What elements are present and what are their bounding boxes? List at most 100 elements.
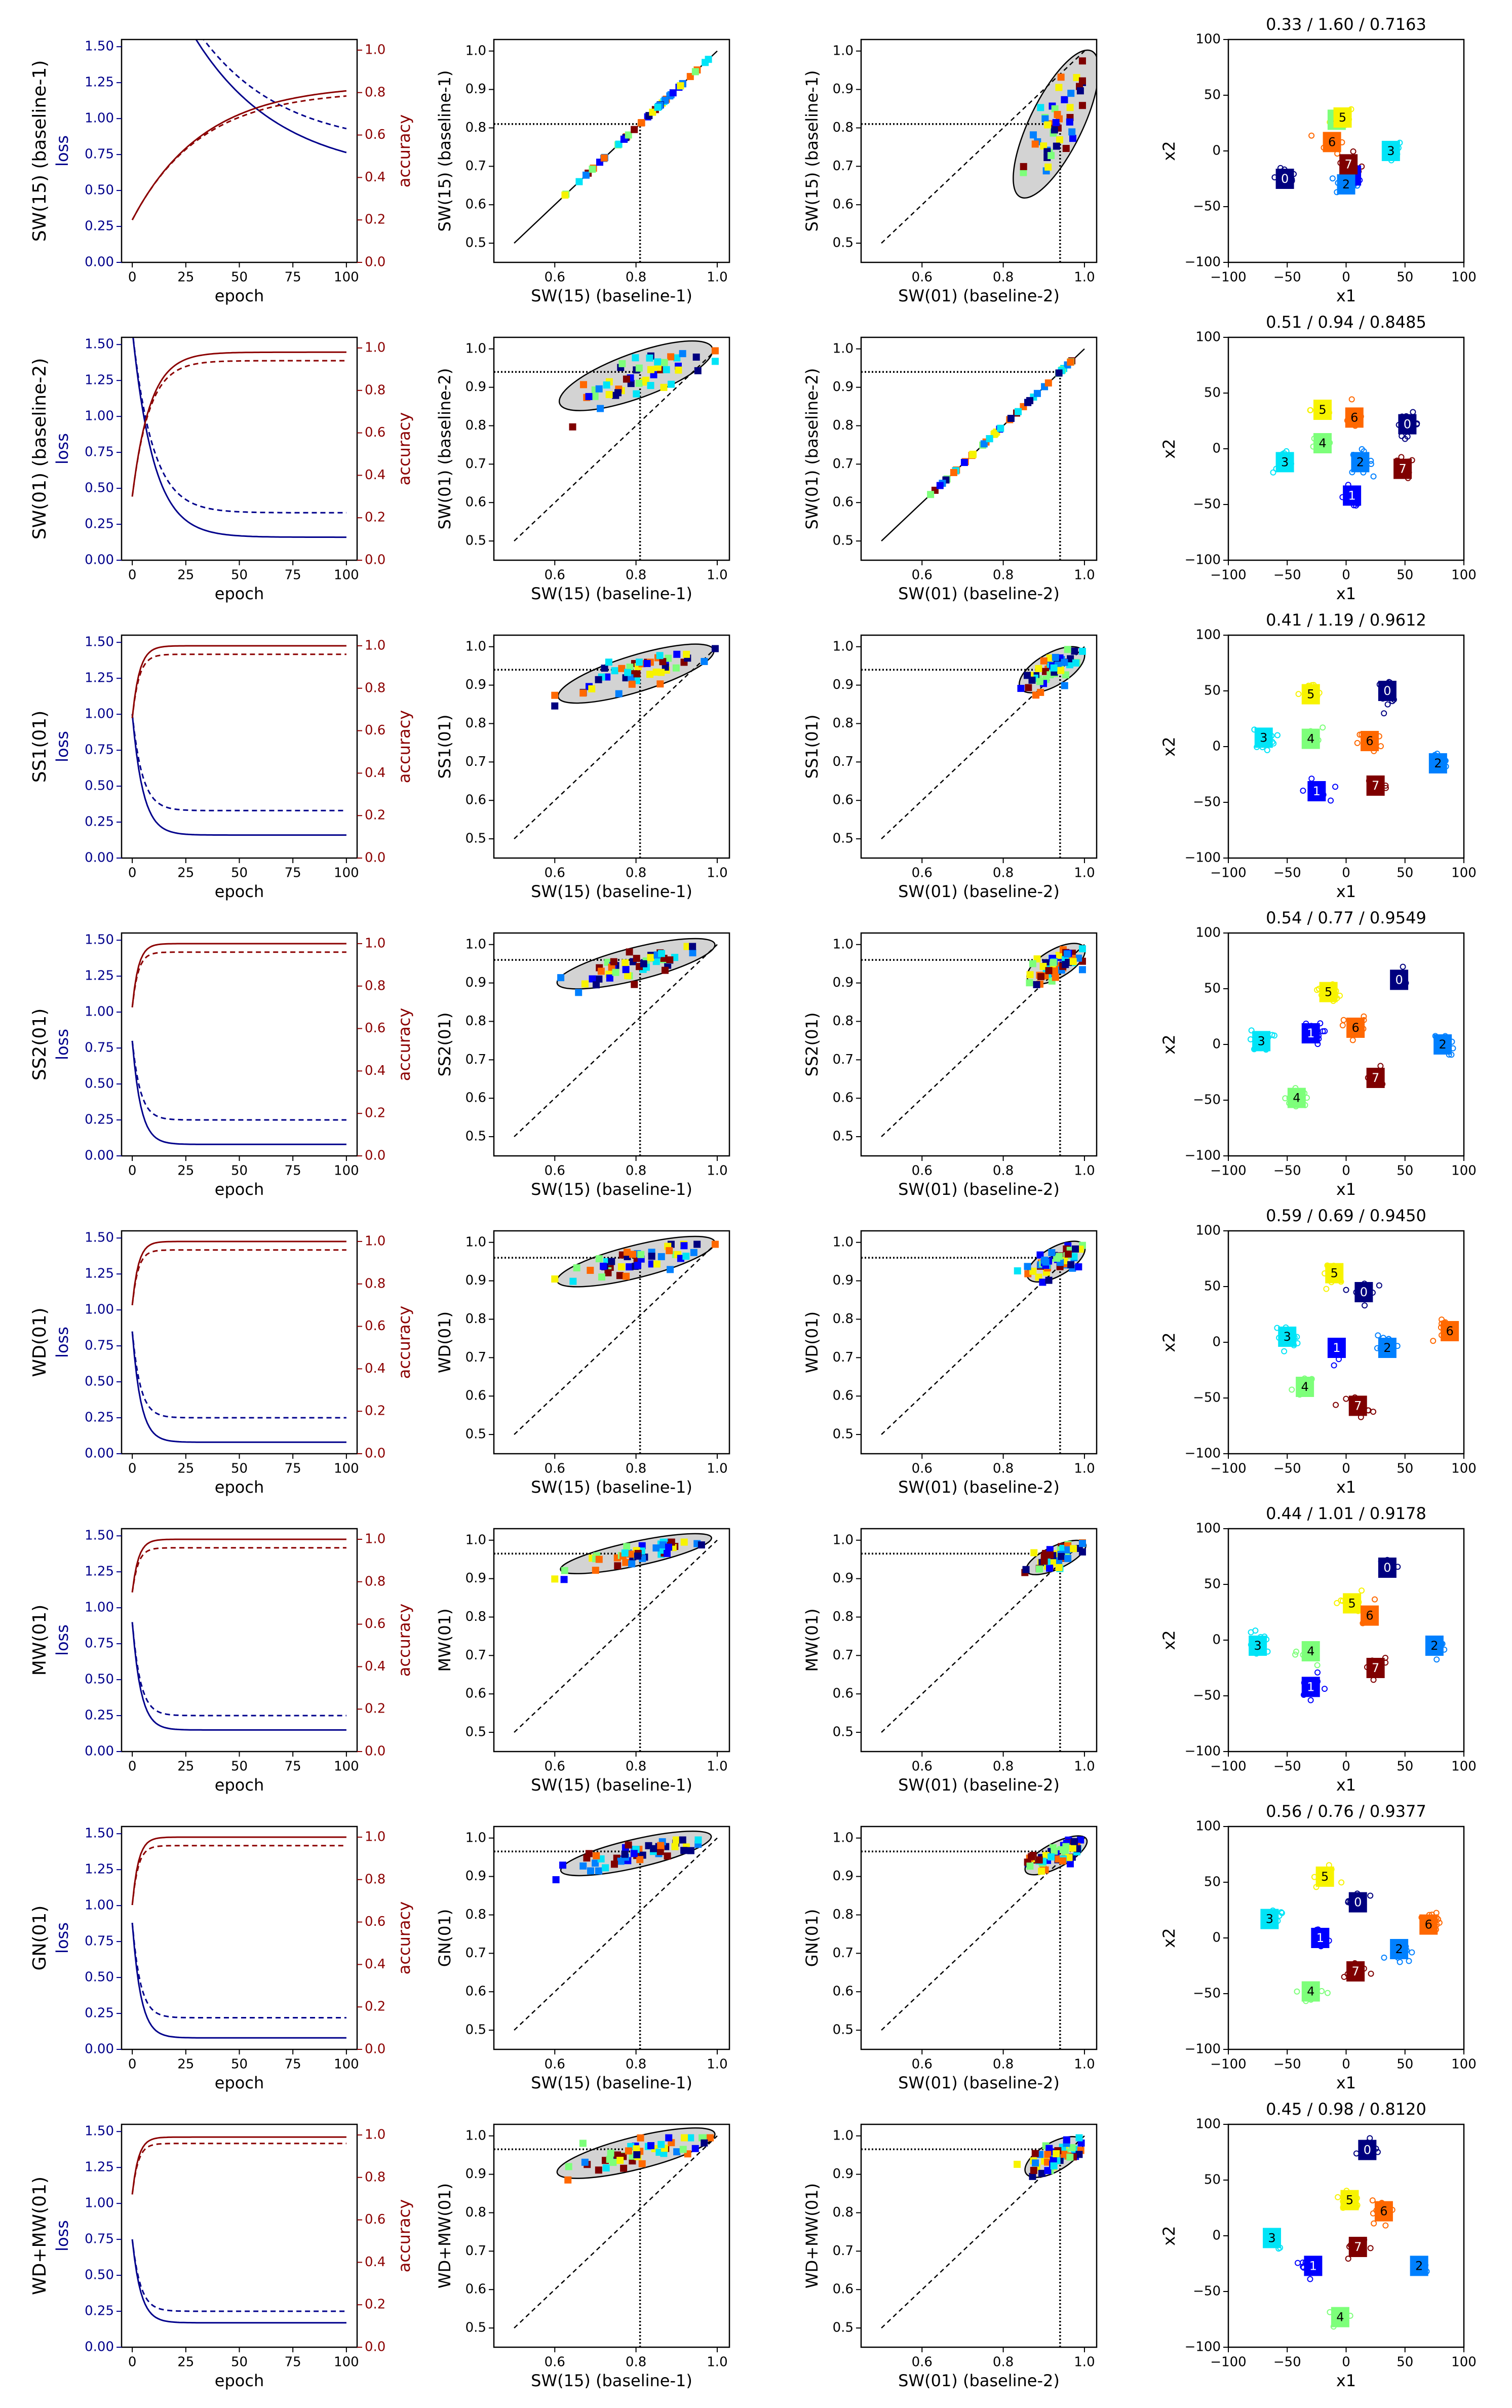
scatter-point: [615, 690, 623, 697]
scatter-y-tick-label: 0.5: [466, 1427, 486, 1442]
scatter-point: [1069, 958, 1077, 965]
scatter-point: [1037, 688, 1044, 696]
loss-tick-label: 0.25: [85, 814, 114, 830]
plot-area: [494, 2127, 718, 2347]
class-marker: [1393, 458, 1412, 479]
scatter-point: [1078, 1548, 1086, 1556]
scatter-point: [1045, 1276, 1053, 1284]
scatter-x-tick-label: 0.6: [545, 2355, 565, 2370]
embedding-point: [1300, 788, 1306, 794]
scatter-y-tick-label: 0.8: [466, 1014, 486, 1029]
embedding-x-axis-label: x1: [1336, 882, 1356, 901]
embedding-x-tick-label: 100: [1451, 568, 1477, 583]
class-label: 3: [1257, 1034, 1265, 1048]
epoch-tick-label: 50: [231, 1163, 248, 1179]
accuracy-tick-label: 1.0: [365, 340, 385, 355]
loss-axis-label: loss: [53, 1327, 72, 1358]
scatter-point: [625, 2147, 632, 2155]
loss-tick-label: 0.75: [85, 1636, 114, 1651]
epoch-tick-label: 100: [334, 270, 359, 285]
loss-tick-label: 1.50: [85, 933, 114, 948]
scatter-y-tick-label: 0.6: [466, 197, 486, 212]
loss-tick-label: 1.50: [85, 1826, 114, 1841]
diagonal-line: [514, 646, 718, 839]
embedding-y-tick-label: 100: [1195, 1521, 1221, 1536]
scatter-point: [661, 966, 669, 974]
embedding-x-tick-label: −50: [1273, 2355, 1301, 2370]
scatter-y-tick-label: 1.0: [466, 1234, 486, 1250]
class-label: 6: [1328, 135, 1336, 149]
embedding-title: 0.44 / 1.01 / 0.9178: [1266, 1504, 1426, 1523]
embedding-y-tick-label: 100: [1195, 32, 1221, 47]
epoch-tick-label: 25: [177, 2057, 194, 2072]
scatter-y-tick-label: 1.0: [466, 341, 486, 356]
scatter-point: [1024, 1263, 1031, 1270]
embedding-x-tick-label: 0: [1342, 2355, 1350, 2370]
embedding-point: [1397, 1959, 1403, 1965]
class-label: 3: [1266, 1912, 1273, 1926]
scatter-y-tick-label: 0.9: [466, 1273, 486, 1288]
scatter-x-tick-label: 0.6: [912, 270, 933, 285]
loss-tick-label: 1.50: [85, 1528, 114, 1543]
diagonal-line: [881, 50, 1085, 244]
scatter-axes-frame: [493, 932, 730, 1157]
scatter-point: [637, 2134, 644, 2142]
scatter-point: [627, 1550, 634, 1558]
epoch-tick-label: 75: [285, 866, 301, 881]
method-row-label: WD+MW(01): [29, 2177, 50, 2295]
scatter-y-tick-label: 0.8: [833, 2205, 854, 2220]
scatter-x-tick-label: 0.6: [545, 270, 565, 285]
scatter-point: [601, 665, 608, 672]
accuracy-tick-label: 0.2: [365, 1701, 385, 1717]
class-label: 2: [1342, 177, 1350, 191]
scatter-y-tick-label: 1.0: [466, 1532, 486, 1547]
scatter-y-tick-label: 0.7: [466, 754, 486, 769]
scatter-point: [1044, 163, 1052, 171]
class-label: 5: [1307, 687, 1314, 702]
class-label: 4: [1307, 732, 1314, 746]
scatter-axes-frame: [493, 336, 730, 561]
class-marker: [1366, 1658, 1385, 1678]
accuracy-tick-label: 1.0: [365, 1829, 385, 1844]
loss-tick-label: 1.00: [85, 707, 114, 722]
diagonal-line: [514, 1539, 718, 1733]
accuracy-val-line: [131, 2143, 346, 2195]
class-marker: [1331, 2307, 1349, 2327]
scatter-point: [1048, 1853, 1055, 1860]
scatter-x-tick-label: 1.0: [1074, 568, 1095, 583]
embedding-y-tick-label: 0: [1212, 441, 1221, 456]
method-row-label: WD(01): [29, 1307, 50, 1377]
class-label: 1: [1313, 784, 1321, 798]
scatter-point: [1040, 1558, 1048, 1565]
scatter-point: [1048, 1249, 1056, 1257]
scatter-point: [1066, 118, 1073, 126]
scatter-y-tick-label: 0.9: [833, 379, 854, 395]
loss-tick-label: 1.25: [85, 373, 114, 388]
class-marker: [1390, 1939, 1409, 1959]
embedding-x-tick-label: −50: [1273, 568, 1301, 583]
embedding-point: [1381, 1954, 1387, 1961]
accuracy-tick-label: 0.6: [365, 1318, 385, 1334]
class-label: 6: [1380, 2204, 1387, 2219]
scatter-y-tick-label: 0.6: [466, 1984, 486, 1999]
scatter-x-axis-label: SW(01) (baseline-2): [898, 584, 1060, 603]
scatter-x-tick-label: 0.8: [626, 866, 646, 881]
scatter-point: [629, 1251, 637, 1258]
loss-train-line: [131, 1331, 346, 1443]
scatter-point: [647, 382, 654, 390]
scatter-point: [680, 1847, 688, 1854]
scatter-point: [638, 119, 645, 127]
scatter-y-tick-label: 0.8: [833, 1311, 854, 1327]
scatter-point: [1026, 979, 1033, 987]
scatter-point: [687, 2134, 694, 2142]
scatter-y-tick-label: 0.7: [466, 456, 486, 472]
class-label: 3: [1260, 730, 1267, 745]
scatter-point: [691, 68, 699, 75]
scatter-point: [1029, 131, 1037, 139]
embedding-point: [1381, 710, 1387, 717]
loss-tick-label: 1.00: [85, 409, 114, 424]
class-marker: [1252, 1031, 1271, 1052]
scatter-point: [575, 178, 583, 185]
